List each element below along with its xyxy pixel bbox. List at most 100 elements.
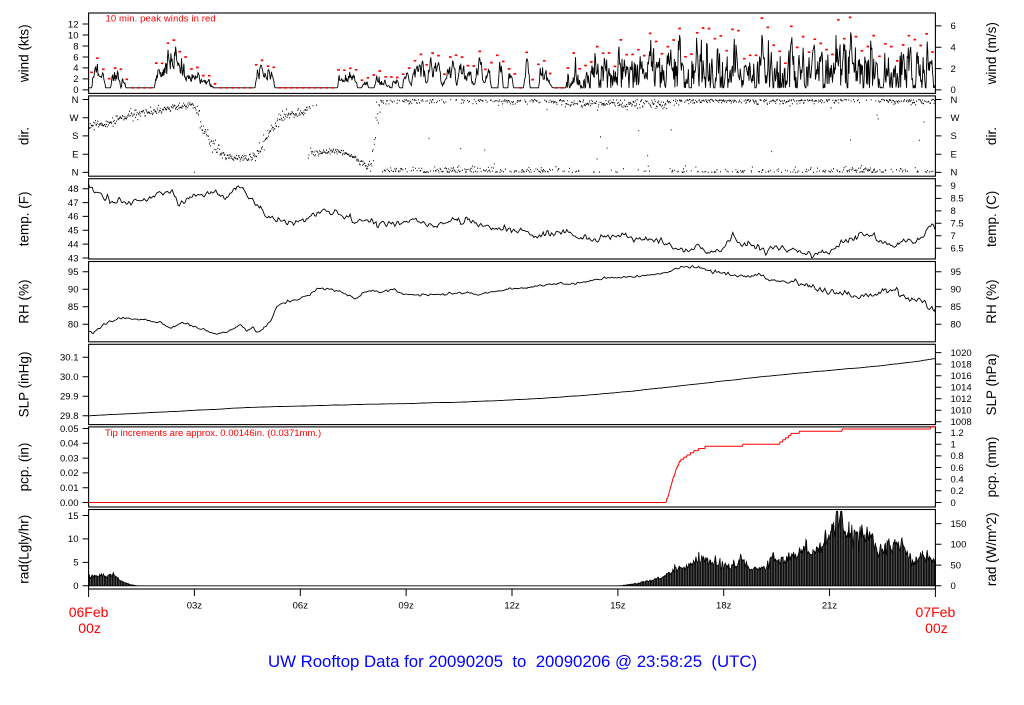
svg-text:E: E — [72, 150, 78, 161]
svg-text:N: N — [951, 168, 958, 179]
svg-text:15: 15 — [68, 511, 79, 522]
svg-text:4: 4 — [73, 63, 78, 74]
svg-text:10: 10 — [68, 534, 79, 545]
svg-text:W: W — [70, 113, 79, 124]
svg-text:03z: 03z — [187, 600, 203, 611]
svg-text:0.01: 0.01 — [60, 483, 79, 494]
svg-text:wind (kts): wind (kts) — [17, 24, 32, 83]
svg-text:9: 9 — [951, 181, 956, 192]
svg-text:45: 45 — [68, 226, 79, 237]
svg-text:0.8: 0.8 — [951, 451, 964, 462]
svg-text:E: E — [951, 150, 957, 161]
svg-text:dir.: dir. — [984, 127, 999, 145]
svg-text:09z: 09z — [398, 600, 414, 611]
svg-text:18z: 18z — [716, 600, 732, 611]
svg-text:85: 85 — [951, 302, 962, 313]
svg-text:N: N — [72, 95, 79, 106]
svg-text:S: S — [72, 131, 78, 142]
svg-text:06z: 06z — [293, 600, 309, 611]
svg-text:50: 50 — [951, 560, 962, 571]
svg-text:7.5: 7.5 — [951, 219, 964, 230]
svg-text:100: 100 — [951, 540, 967, 551]
svg-text:6: 6 — [73, 52, 78, 63]
svg-text:rad (W/m^2): rad (W/m^2) — [984, 512, 999, 586]
svg-text:0.05: 0.05 — [60, 424, 79, 435]
svg-text:6: 6 — [951, 21, 956, 32]
svg-text:temp. (C): temp. (C) — [984, 191, 999, 247]
svg-text:2: 2 — [73, 74, 78, 85]
svg-text:00z: 00z — [925, 620, 948, 636]
svg-text:N: N — [72, 168, 79, 179]
svg-text:29.8: 29.8 — [60, 411, 79, 422]
svg-text:wind (m/s): wind (m/s) — [984, 22, 999, 85]
svg-text:8: 8 — [73, 41, 78, 52]
svg-text:8: 8 — [951, 206, 956, 217]
svg-text:10: 10 — [68, 30, 79, 41]
svg-text:4: 4 — [951, 43, 956, 54]
svg-text:8.5: 8.5 — [951, 194, 964, 205]
svg-text:rad(Lgly/hr): rad(Lgly/hr) — [17, 515, 32, 584]
svg-text:1010: 1010 — [951, 406, 972, 417]
svg-text:0: 0 — [73, 85, 78, 96]
svg-text:85: 85 — [68, 302, 79, 313]
svg-text:07Feb: 07Feb — [916, 604, 956, 620]
svg-text:21z: 21z — [822, 600, 838, 611]
svg-text:SLP (inHg): SLP (inHg) — [17, 352, 32, 418]
svg-text:43: 43 — [68, 253, 79, 264]
svg-text:N: N — [951, 95, 958, 106]
svg-text:6.5: 6.5 — [951, 244, 964, 255]
svg-text:W: W — [951, 113, 960, 124]
svg-text:0.04: 0.04 — [60, 439, 79, 450]
svg-text:2: 2 — [951, 64, 956, 75]
svg-text:UW Rooftop Data for 20090205: UW Rooftop Data for 20090205 to 20090206… — [268, 652, 757, 671]
svg-text:12: 12 — [68, 19, 79, 30]
svg-text:1.2: 1.2 — [951, 428, 964, 439]
svg-text:dir.: dir. — [17, 127, 32, 145]
svg-text:SLP (hPa): SLP (hPa) — [984, 353, 999, 415]
svg-text:0.6: 0.6 — [951, 463, 964, 474]
svg-text:1012: 1012 — [951, 394, 972, 405]
svg-text:46: 46 — [68, 212, 79, 223]
svg-text:0: 0 — [951, 85, 956, 96]
svg-text:0.00: 0.00 — [60, 498, 79, 509]
svg-text:30.1: 30.1 — [60, 353, 79, 364]
svg-text:48: 48 — [68, 184, 79, 195]
svg-text:1020: 1020 — [951, 348, 972, 359]
svg-text:0.02: 0.02 — [60, 468, 79, 479]
svg-text:80: 80 — [951, 320, 962, 331]
svg-text:1008: 1008 — [951, 417, 972, 428]
svg-text:80: 80 — [68, 320, 79, 331]
svg-text:temp. (F): temp. (F) — [17, 191, 32, 246]
svg-text:44: 44 — [68, 239, 79, 250]
svg-text:1018: 1018 — [951, 359, 972, 370]
svg-text:95: 95 — [951, 267, 962, 278]
svg-text:RH (%): RH (%) — [17, 280, 32, 324]
svg-text:pcp. (mm): pcp. (mm) — [984, 437, 999, 498]
svg-text:06Feb: 06Feb — [69, 604, 109, 620]
svg-text:0.4: 0.4 — [951, 475, 964, 486]
svg-text:1016: 1016 — [951, 371, 972, 382]
svg-text:0.03: 0.03 — [60, 453, 79, 464]
svg-text:15z: 15z — [610, 600, 626, 611]
svg-text:0: 0 — [951, 581, 956, 592]
svg-text:0.2: 0.2 — [951, 486, 964, 497]
svg-text:10 min. peak winds in red: 10 min. peak winds in red — [106, 14, 216, 25]
svg-text:90: 90 — [951, 285, 962, 296]
svg-text:0: 0 — [73, 581, 78, 592]
svg-text:pcp. (in): pcp. (in) — [17, 443, 32, 492]
svg-text:150: 150 — [951, 519, 967, 530]
svg-text:7: 7 — [951, 231, 956, 242]
svg-text:RH (%): RH (%) — [984, 280, 999, 324]
svg-text:0: 0 — [951, 498, 956, 509]
svg-text:12z: 12z — [504, 600, 520, 611]
svg-text:90: 90 — [68, 285, 79, 296]
svg-text:Tip increments are approx. 0.0: Tip increments are approx. 0.00146in. (0… — [105, 428, 321, 439]
svg-text:1014: 1014 — [951, 383, 972, 394]
svg-text:30.0: 30.0 — [60, 372, 79, 383]
svg-text:1: 1 — [951, 440, 956, 451]
svg-text:5: 5 — [73, 558, 78, 569]
svg-text:S: S — [951, 131, 957, 142]
svg-text:29.9: 29.9 — [60, 392, 79, 403]
svg-text:95: 95 — [68, 267, 79, 278]
svg-text:47: 47 — [68, 198, 79, 209]
